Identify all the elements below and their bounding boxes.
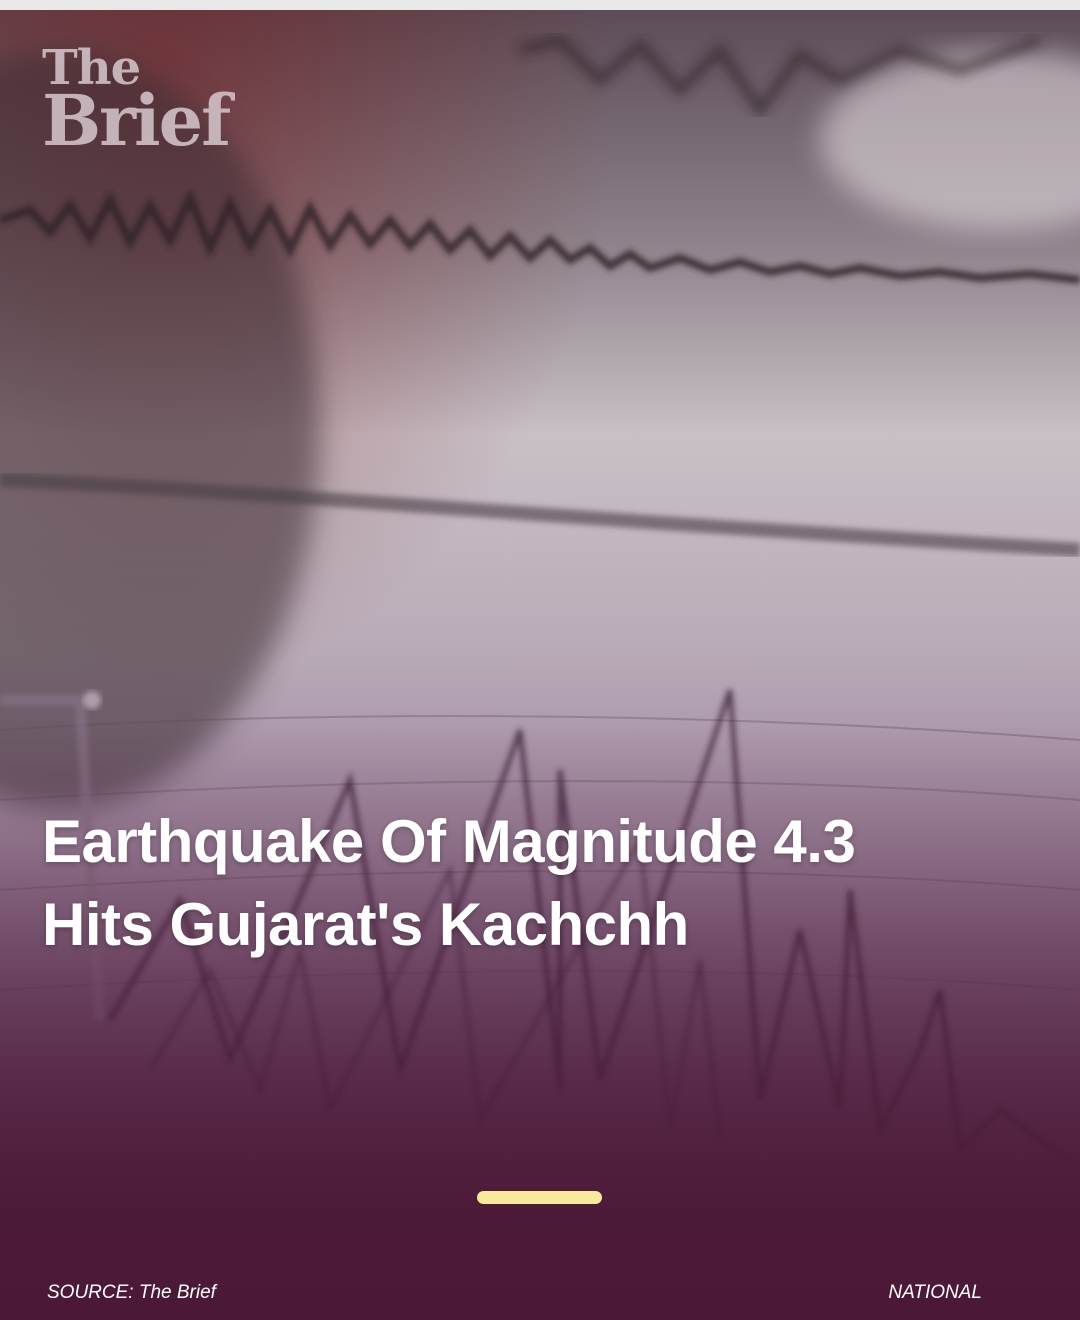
- category-label: NATIONAL: [888, 1282, 982, 1303]
- source-credit: SOURCE: The Brief: [47, 1282, 216, 1303]
- story-progress-bar: [477, 1191, 602, 1204]
- logo-line-brief: Brief: [42, 79, 231, 162]
- top-strip: [0, 0, 1080, 10]
- bottom-gradient-overlay: [0, 720, 1080, 1320]
- logo-line-the: The: [42, 40, 141, 96]
- story-headline: Earthquake Of Magnitude 4.3 Hits Gujarat…: [42, 808, 856, 958]
- brand-logo: The Brief: [42, 40, 231, 162]
